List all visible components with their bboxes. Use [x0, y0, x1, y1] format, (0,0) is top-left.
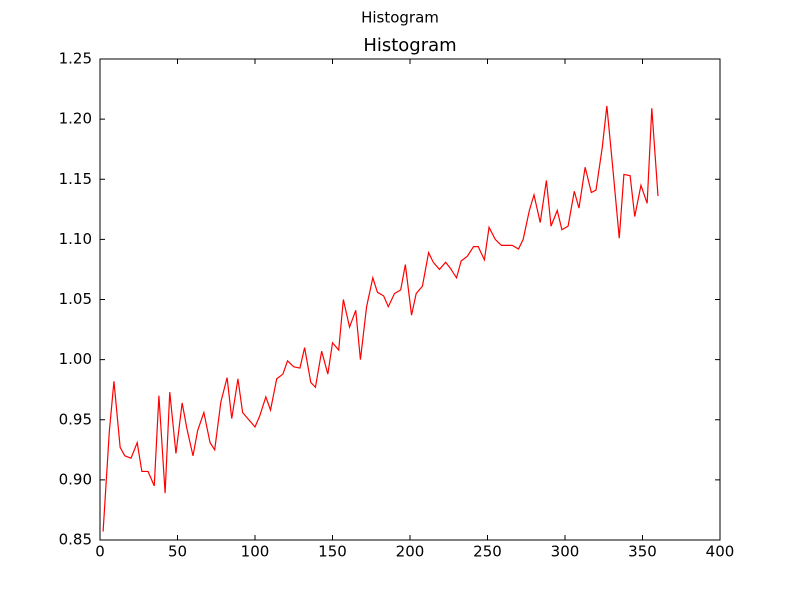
y-tick-label: 1.05 [59, 290, 92, 308]
y-tick-label: 1.25 [59, 50, 92, 68]
y-tick-label: 0.90 [59, 470, 92, 488]
suptitle: Histogram [361, 9, 439, 27]
x-tick-label: 200 [396, 543, 425, 561]
chart-title: Histogram [363, 35, 456, 56]
y-tick-label: 1.20 [59, 110, 92, 128]
data-line [102, 105, 659, 532]
x-tick-label: 50 [168, 543, 187, 561]
x-tick-label: 350 [628, 543, 657, 561]
x-tick-label: 250 [473, 543, 502, 561]
y-tick-label: 0.85 [59, 531, 92, 549]
y-tick-label: 1.15 [59, 170, 92, 188]
x-tick-label: 400 [706, 543, 735, 561]
x-tick-label: 0 [95, 543, 105, 561]
x-tick-label: 150 [318, 543, 347, 561]
x-tick-label: 100 [241, 543, 270, 561]
y-tick-label: 1.10 [59, 230, 92, 248]
x-tick-label: 300 [551, 543, 580, 561]
y-tick-label: 1.00 [59, 350, 92, 368]
y-tick-label: 0.95 [59, 410, 92, 428]
